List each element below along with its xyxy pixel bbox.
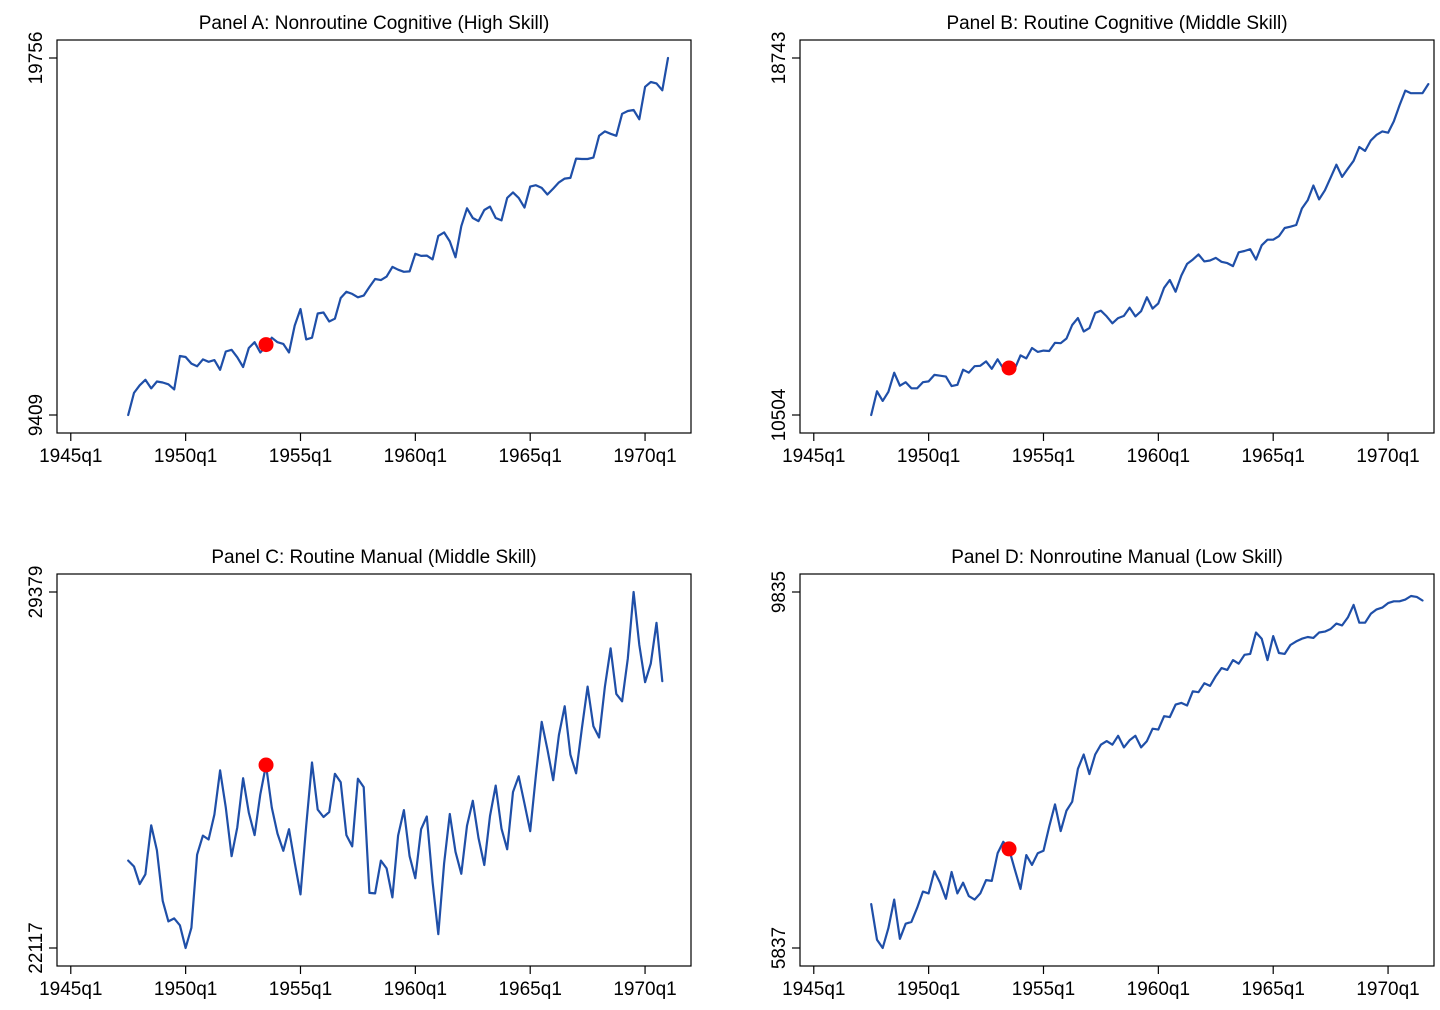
panel-c-x-tick-label: 1945q1	[39, 979, 102, 1000]
panel-c-plot-frame	[56, 573, 692, 967]
panel-c-y-tick-label: 22117	[26, 922, 47, 973]
panel-d-plot-frame	[799, 573, 1435, 967]
panel-a-y-tick-label: 9409	[26, 394, 47, 436]
panel-c: Panel C: Routine Manual (Middle Skill) 19…	[26, 547, 692, 1000]
panel-a-x-tick-label: 1955q1	[269, 446, 332, 467]
panel-b-highlight-marker	[1001, 360, 1017, 376]
panel-b-title: Panel B: Routine Cognitive (Middle Skill…	[946, 13, 1287, 34]
panel-c-y-tick-label: 29379	[26, 566, 47, 619]
panel-a-series-line	[127, 56, 670, 417]
panel-d: Panel D: Nonroutine Manual (Low Skill) 19…	[769, 547, 1435, 1000]
panel-a-x-tick-label: 1950q1	[154, 446, 217, 467]
panel-d-x-tick-label: 1955q1	[1012, 979, 1075, 1000]
panel-c-x-tick-label: 1970q1	[613, 979, 676, 1000]
panel-a-highlight-marker	[258, 337, 274, 353]
panel-d-x-tick-label: 1945q1	[782, 979, 845, 1000]
panel-c-title: Panel C: Routine Manual (Middle Skill)	[211, 547, 536, 568]
panel-b-x-tick-label: 1970q1	[1356, 446, 1419, 467]
panel-c-x-tick-label: 1950q1	[154, 979, 217, 1000]
panel-c-x-tick-label: 1955q1	[269, 979, 332, 1000]
panel-d-series-line	[870, 594, 1424, 950]
panel-c-x-tick-label: 1960q1	[384, 979, 447, 1000]
panel-b-x-tick-label: 1955q1	[1012, 446, 1075, 467]
panel-a: Panel A: Nonroutine Cognitive (High Skil…	[26, 13, 692, 467]
panel-d-y-tick-label: 9835	[769, 571, 790, 613]
panel-b-x-tick-label: 1965q1	[1241, 446, 1304, 467]
panel-d-x-tick-label: 1970q1	[1356, 979, 1419, 1000]
panel-d-title: Panel D: Nonroutine Manual (Low Skill)	[951, 547, 1283, 568]
panel-b: Panel B: Routine Cognitive (Middle Skill…	[769, 13, 1435, 467]
panel-b-y-tick-label: 18743	[769, 32, 790, 85]
panel-a-x-tick-label: 1945q1	[39, 446, 102, 467]
panel-a-x-tick-label: 1965q1	[498, 446, 561, 467]
panel-c-highlight-marker	[258, 757, 274, 773]
panel-a-title: Panel A: Nonroutine Cognitive (High Skil…	[199, 13, 550, 34]
panel-b-series-line	[870, 82, 1430, 417]
panel-b-x-tick-label: 1950q1	[897, 446, 960, 467]
panel-b-y-tick-label: 10504	[769, 388, 790, 441]
panel-b-x-tick-label: 1960q1	[1127, 446, 1190, 467]
panel-c-series-line	[127, 590, 664, 950]
panel-c-x-tick-label: 1965q1	[498, 979, 561, 1000]
panel-a-plot-frame	[56, 39, 692, 434]
panel-d-x-tick-label: 1960q1	[1127, 979, 1190, 1000]
panel-d-highlight-marker	[1001, 841, 1017, 857]
panel-b-x-tick-label: 1945q1	[782, 446, 845, 467]
panel-d-x-tick-label: 1965q1	[1241, 979, 1304, 1000]
panel-a-y-tick-label: 19756	[26, 32, 47, 85]
panel-d-y-tick-label: 5837	[769, 927, 790, 969]
panel-d-x-tick-label: 1950q1	[897, 979, 960, 1000]
panel-a-x-tick-label: 1960q1	[384, 446, 447, 467]
panel-a-x-tick-label: 1970q1	[613, 446, 676, 467]
panel-b-plot-frame	[799, 39, 1435, 434]
